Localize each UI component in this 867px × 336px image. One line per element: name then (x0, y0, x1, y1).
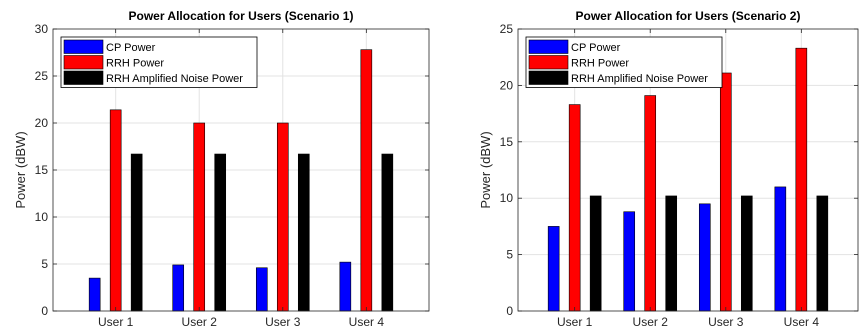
bar-cp-power (547, 226, 560, 312)
y-tick-label: 30 (35, 22, 49, 36)
bar-rrh-power (193, 122, 206, 312)
legend-swatch (528, 39, 569, 54)
y-axis-label: Power (dBW) (478, 131, 493, 208)
bar-cp-power (623, 211, 636, 312)
legend-swatch (63, 70, 104, 85)
legend-label: RRH Power (106, 58, 164, 70)
legend-swatch (63, 55, 104, 70)
y-axis-label: Power (dBW) (13, 131, 28, 208)
bar-rrh-amplified-noise-power (740, 195, 753, 312)
legend-label: RRH Amplified Noise Power (106, 73, 243, 85)
y-tick-label: 15 (35, 163, 49, 177)
legend-swatch (528, 55, 569, 70)
y-tick-label: 20 (35, 116, 49, 130)
bar-rrh-amplified-noise-power (665, 195, 678, 312)
y-tick-label: 0 (506, 304, 513, 318)
x-tick-label: User 1 (98, 315, 134, 329)
legend-label: CP Power (571, 42, 621, 54)
bar-cp-power (88, 277, 101, 312)
bar-rrh-amplified-noise-power (297, 153, 310, 312)
bar-rrh-power (719, 72, 732, 312)
y-tick-label: 10 (500, 191, 514, 205)
legend-label: CP Power (106, 42, 156, 54)
legend-swatch (63, 39, 104, 54)
legend-swatch (528, 70, 569, 85)
x-tick-label: User 1 (557, 315, 593, 329)
bar-rrh-power (795, 47, 808, 312)
legend-label: RRH Amplified Noise Power (571, 73, 708, 85)
chart-title: Power Allocation for Users (Scenario 1) (129, 9, 354, 23)
chart-panel: 0 5 10 15 20 25 30 User 1 User 2 User 3 User 4 Powe… (13, 9, 430, 329)
bar-rrh-power (360, 49, 373, 312)
x-tick-label: User 3 (265, 315, 301, 329)
bar-rrh-power (276, 122, 289, 312)
legend-label: RRH Power (571, 58, 629, 70)
x-tick-label: User 4 (784, 315, 820, 329)
y-tick-label: 10 (35, 210, 49, 224)
bar-rrh-power (644, 95, 657, 312)
y-tick-label: 5 (506, 248, 513, 262)
bar-rrh-power (568, 104, 581, 312)
bar-rrh-amplified-noise-power (816, 195, 829, 312)
bar-cp-power (774, 186, 787, 312)
bar-rrh-amplified-noise-power (381, 153, 394, 312)
chart-panel: 0 5 10 15 20 25 User 1 User 2 User 3 User 4 Power … (478, 9, 859, 329)
bar-rrh-amplified-noise-power (214, 153, 227, 312)
y-tick-label: 5 (41, 257, 48, 271)
x-tick-label: User 3 (708, 315, 744, 329)
bar-rrh-power (109, 109, 122, 312)
y-tick-label: 20 (500, 78, 514, 92)
chart-title: Power Allocation for Users (Scenario 2) (576, 9, 801, 23)
bar-cp-power (698, 203, 711, 312)
legend: CP Power RRH Power RRH Amplified Noise Pow… (525, 36, 723, 88)
axes-box (517, 28, 859, 312)
bar-rrh-amplified-noise-power (130, 153, 143, 312)
x-tick-label: User 2 (633, 315, 669, 329)
y-tick-label: 0 (41, 304, 48, 318)
x-tick-label: User 2 (182, 315, 218, 329)
bar-cp-power (255, 267, 268, 312)
bar-cp-power (339, 261, 352, 312)
legend: CP Power RRH Power RRH Amplified Noise Pow… (60, 36, 258, 88)
bar-cp-power (172, 264, 185, 312)
y-tick-label: 25 (35, 69, 49, 83)
x-tick-label: User 4 (349, 315, 385, 329)
y-tick-label: 15 (500, 135, 514, 149)
bar-rrh-amplified-noise-power (589, 195, 602, 312)
y-tick-label: 25 (500, 22, 514, 36)
